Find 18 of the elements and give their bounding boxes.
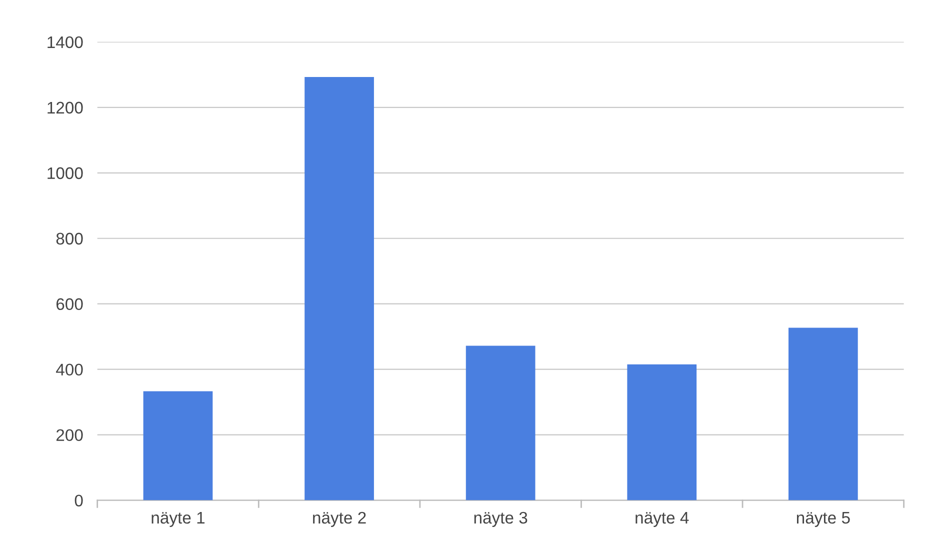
x-tick-label: näyte 4 xyxy=(636,512,689,527)
bar xyxy=(466,346,536,500)
bar xyxy=(143,391,213,500)
x-tick-label: näyte 3 xyxy=(474,512,528,527)
y-tick-label: 1400 xyxy=(48,36,83,48)
y-tick-label: 200 xyxy=(56,429,83,442)
y-tick-label: 600 xyxy=(56,298,83,310)
y-tick-label: 800 xyxy=(56,232,83,245)
bar xyxy=(627,364,697,500)
bar xyxy=(304,76,374,500)
y-tick-label: 1200 xyxy=(48,102,83,114)
x-tick-label: näyte 5 xyxy=(796,512,850,527)
x-tick-label: näyte 1 xyxy=(152,512,205,527)
y-tick-label: 400 xyxy=(56,364,83,376)
bar xyxy=(788,328,858,500)
y-tick-label: 1000 xyxy=(48,167,83,180)
x-tick-label: näyte 2 xyxy=(313,512,366,527)
y-tick-label: 0 xyxy=(74,494,83,507)
